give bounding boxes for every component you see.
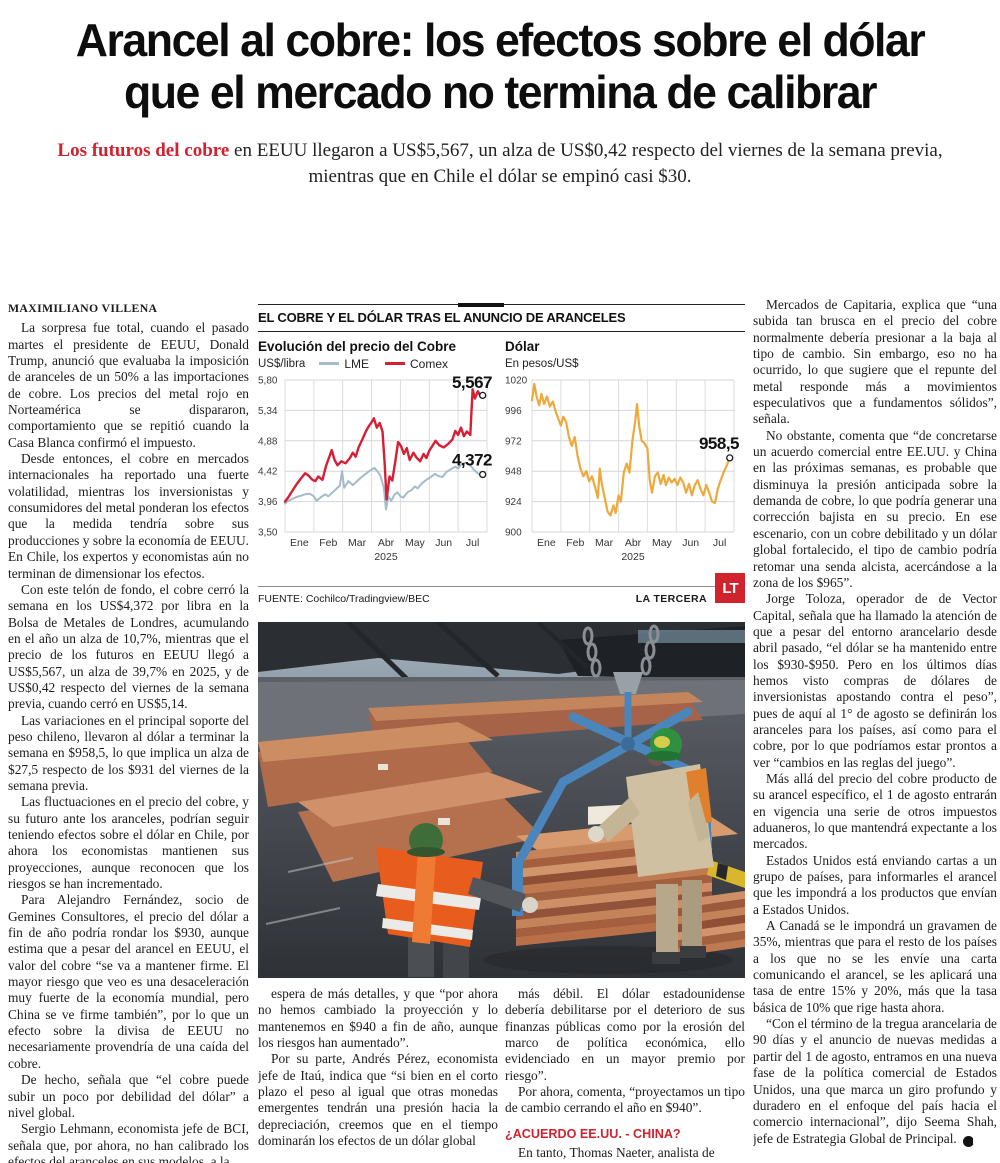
article-paragraph: Con este telón de fondo, el cobre cerró … [8,581,249,712]
x-tick-label: Ene [290,537,309,549]
deck: Los futuros del cobre en EEUU llegaron a… [45,138,955,190]
chart-title: Evolución del precio del Cobre [258,339,457,354]
infographic-box: EL COBRE Y EL DÓLAR TRAS EL ANUNCIO DE A… [258,303,745,605]
article-paragraph: “Con el término de la tregua arancelaria… [753,1016,997,1147]
x-tick-label: May [652,537,673,549]
legend-item-Comex: Comex [385,357,448,371]
article-paragraph: Jorge Toloza, operador de de Vector Capi… [753,591,997,770]
x-tick-label: Jul [713,537,726,549]
y-tick-label: 948 [505,467,522,478]
chart-unit-label: En pesos/US$ [505,357,579,370]
chart-unit-label: US$/libra [258,357,306,370]
x-tick-label: Abr [378,537,395,549]
chart-title: Dólar [505,339,540,354]
byline: MAXIMILIANO VILLENA [8,301,158,315]
deck-rest: en EEUU llegaron a US$5,567, un alza de … [229,140,943,187]
source-credit: FUENTE: Cochilco/Tradingview/BEC [258,593,430,605]
article-paragraph: Sergio Lehmann, economista jefe de BCI, … [8,1121,249,1163]
y-tick-label: 3,50 [258,528,278,539]
x-tick-label: Ene [537,537,556,549]
article-paragraph: Las fluctuaciones en el precio del cobre… [8,794,249,892]
y-tick-label: 924 [505,497,522,508]
article-paragraph: Las variaciones en el principal soporte … [8,712,249,793]
y-tick-label: 5,34 [258,406,278,417]
article-paragraph: más débil. El dólar estadounidense deber… [505,986,745,1083]
end-value-label: 5,567 [452,373,492,392]
x-tick-label: Abr [625,537,642,549]
chart-copper: Evolución del precio del Cobre US$/libra… [258,339,494,576]
y-tick-label: 5,80 [258,376,278,387]
end-of-article-mark: P [963,1135,978,1147]
x-tick-label: Jun [682,537,699,549]
kicker-accent-bar [457,303,504,307]
x-tick-label: Feb [566,537,584,549]
article-paragraph: En tanto, Thomas Naeter, analista de [518,1145,715,1161]
y-tick-label: 1020 [505,376,528,387]
article-column-left: MAXIMILIANO VILLENA La sorpresa fue tota… [8,300,249,1163]
series-line-Dólar [530,382,731,517]
article-paragraph: Estados Unidos está enviando cartas a un… [753,852,997,917]
article-column-right: Mercados de Capitaria, explica que “una … [753,297,997,1163]
deck-lead: Los futuros del cobre [57,140,230,161]
series-line-Comex [283,388,484,503]
y-tick-label: 972 [505,436,522,447]
end-value-label: 4,372 [452,451,492,470]
page-title: Arancel al cobre: los efectos sobre el d… [15,14,985,118]
x-tick-label: Mar [348,537,367,549]
chart-legend: LME Comex [319,357,448,371]
chart-plot: 1020 996 972 948 924 900 Ene Feb Mar Abr May Jun Jul… [505,376,740,564]
article-column-bottom-b: más débil. El dólar estadounidense deber… [505,986,745,1163]
source-row: FUENTE: Cochilco/Tradingview/BEC LA TERC… [258,586,745,605]
x-tick-label: Mar [595,537,614,549]
end-value-label: 958,5 [699,434,739,453]
article-paragraph: Mercados de Capitaria, explica que “una … [753,297,997,427]
article-paragraph: De hecho, señala que “el cobre puede sub… [8,1072,249,1120]
article-paragraph: Por ahora, comenta, “proyectamos un tipo… [505,1084,745,1116]
article-paragraph: espera de más detalles, y que “por ahora… [258,986,498,1051]
legend-label: Comex [410,356,449,371]
y-tick-label: 996 [505,406,522,417]
chart-plot-area: 5,80 5,34 4,88 4,42 3,96 3,50 Ene Feb Mar Abr May J… [258,373,494,576]
x-tick-label: Jun [435,537,452,549]
x-tick-label: Feb [319,537,337,549]
legend-swatch [319,362,340,365]
x-tick-label: May [405,537,426,549]
charts-row: Evolución del precio del Cobre US$/libra… [258,339,745,576]
headline-line1: Arancel al cobre: los efectos sobre el d… [75,14,926,66]
y-tick-label: 3,96 [258,497,278,508]
section-subhead: ¿ACUERDO EE.UU. - CHINA? [505,1126,681,1141]
chart-plot: 5,80 5,34 4,88 4,42 3,96 3,50 Ene Feb Mar Abr May J… [258,373,493,563]
article-paragraph: Desde entonces, el cobre en mercados int… [8,451,249,581]
infographic-kicker: EL COBRE Y EL DÓLAR TRAS EL ANUNCIO DE A… [258,310,626,325]
headline-line2: que el mercado no termina de calibrar [123,66,878,118]
photo-illustration [258,622,745,978]
article-paragraph: La sorpresa fue total, cuando el pasado … [8,320,249,450]
y-tick-label: 4,42 [258,467,278,478]
article-photo-copper-workers [258,622,745,978]
article-paragraph: Para Alejandro Fernández, socio de Gemin… [8,892,249,1071]
x-axis-year: 2025 [621,551,645,563]
x-axis-year: 2025 [374,551,398,563]
series-line-LME [284,461,484,511]
chart-dollar: Dólar En pesos/US$ 1020 996 972 948 924 900 En… [505,339,741,576]
y-tick-label: 900 [505,528,522,539]
newspaper-credit: LA TERCERA [635,593,707,605]
legend-item-LME: LME [319,357,369,371]
chart-plot-area: 1020 996 972 948 924 900 Ene Feb Mar Abr May Jun Jul… [505,373,741,576]
article-paragraph: No obstante, comenta que “de concretarse… [753,427,997,590]
article-column-bottom-a: espera de más detalles, y que “por ahora… [258,986,498,1163]
legend-label: LME [344,356,369,371]
y-tick-label: 4,88 [258,436,278,447]
x-tick-label: Jul [466,537,479,549]
article-paragraph: Más allá del precio del cobre producto d… [753,770,997,852]
article-paragraph-text: “Con el término de la tregua arancelaria… [753,1016,997,1146]
legend-swatch [385,362,405,365]
article-paragraph: A Canadá se le impondrá un gravamen de 3… [753,918,997,1015]
divider [258,331,745,332]
la-tercera-logo: LT [715,573,745,603]
article-paragraph: Por su parte, Andrés Pérez, economista j… [258,1051,498,1149]
